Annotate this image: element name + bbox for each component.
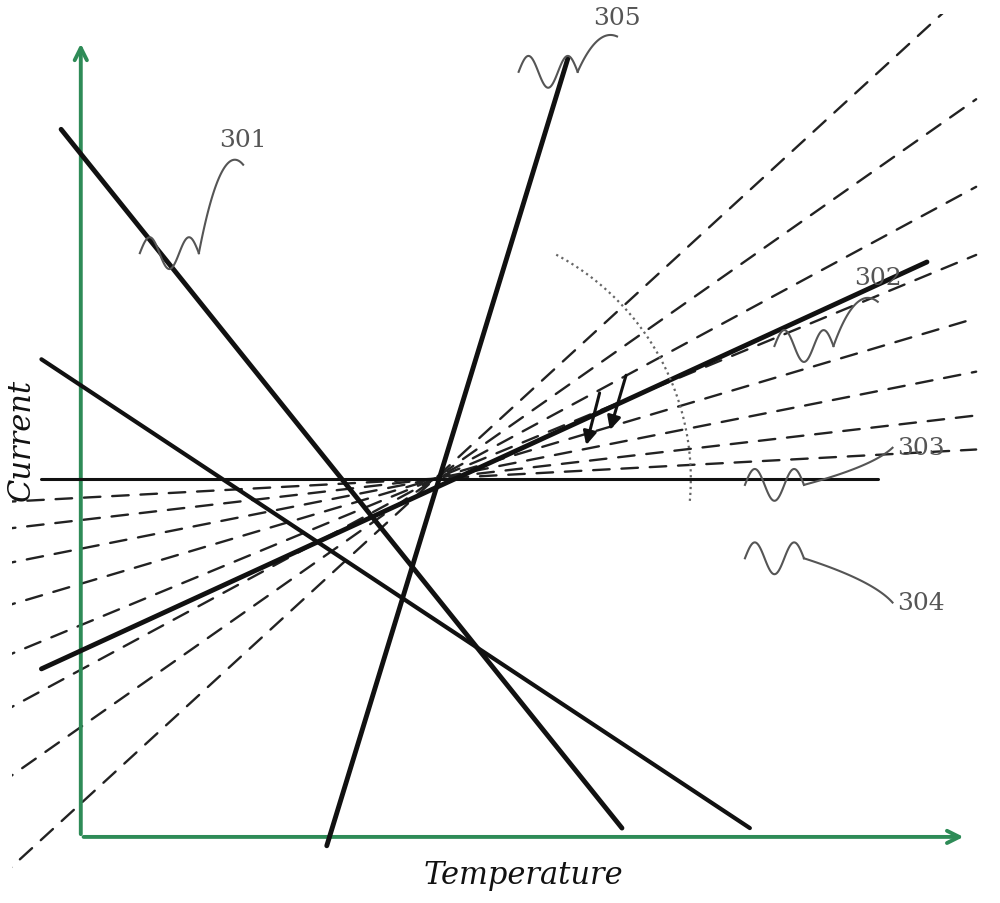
Text: Current: Current xyxy=(6,378,37,500)
Text: 304: 304 xyxy=(897,591,945,614)
Text: 305: 305 xyxy=(593,7,641,31)
Text: 301: 301 xyxy=(219,129,267,153)
Text: Temperature: Temperature xyxy=(424,859,623,890)
Text: 303: 303 xyxy=(897,437,945,460)
Text: 302: 302 xyxy=(854,266,902,289)
